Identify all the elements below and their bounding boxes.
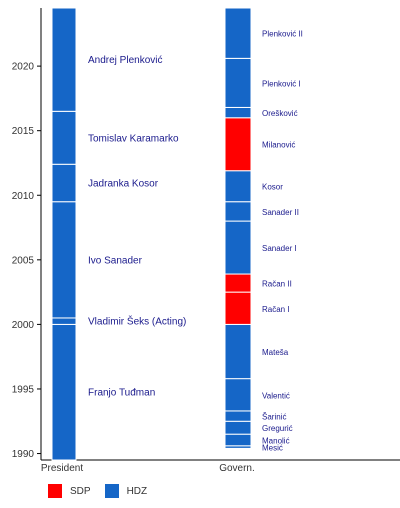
segment-label: Orešković — [262, 109, 298, 118]
segment-label: Sanader II — [262, 208, 299, 217]
y-tick-label: 2005 — [12, 255, 35, 266]
legend-swatch-hdz — [104, 484, 119, 498]
legend-item-hdz: HDZ — [104, 484, 148, 498]
bar-segment — [224, 433, 252, 447]
bar-segment — [224, 410, 252, 422]
segment-label: Jadranka Kosor — [88, 178, 159, 189]
y-tick-label: 2020 — [12, 62, 35, 73]
bar-segment — [51, 201, 77, 319]
legend-label-sdp: SDP — [70, 485, 91, 497]
bar-segment — [51, 163, 77, 203]
y-tick-label: 1995 — [12, 384, 35, 395]
segment-label: Franjo Tuđman — [88, 388, 155, 399]
bar-segment — [51, 323, 77, 461]
bar-segment — [224, 57, 252, 108]
x-category-label: President — [41, 463, 83, 474]
bar-segment — [224, 117, 252, 172]
bar-segment — [224, 106, 252, 119]
segment-label: Vladimir Šeks (Acting) — [88, 315, 186, 328]
segment-label: Plenković II — [262, 30, 303, 39]
bar-segment — [224, 291, 252, 325]
bar-segment — [224, 273, 252, 293]
bar-segment — [51, 317, 77, 325]
bar-segment — [224, 201, 252, 222]
bar-segment — [51, 7, 77, 112]
legend-label-hdz: HDZ — [126, 485, 148, 497]
segment-label: Kosor — [262, 183, 283, 192]
segment-label: Mesić — [262, 444, 283, 453]
bar-segment — [224, 220, 252, 275]
segment-label: Mateša — [262, 348, 289, 357]
y-tick-label: 2000 — [12, 320, 35, 331]
bar-segment — [224, 170, 252, 203]
segment-label: Manolić — [262, 436, 290, 445]
segment-label: Milanović — [262, 141, 295, 150]
segment-label: Sanader I — [262, 244, 297, 253]
y-tick-label: 2015 — [12, 126, 35, 137]
segment-label: Gregurić — [262, 424, 293, 433]
legend-item-sdp: SDP — [48, 484, 91, 498]
bar-segment — [224, 378, 252, 412]
segment-label: Ivo Sanader — [88, 255, 143, 266]
labels: Franjo Tuđman Vladimir Šeks (Acting) Ivo S… — [88, 30, 303, 453]
segment-label: Plenković I — [262, 79, 301, 88]
axes: 1990 1995 2000 2005 2010 2015 2020 President Gov… — [12, 8, 400, 474]
legend: SDP HDZ — [48, 484, 161, 498]
bar-segment — [224, 7, 252, 59]
segment-label: Šarinić — [262, 413, 286, 422]
y-tick-label: 1990 — [12, 449, 35, 460]
x-category-label: Govern. — [219, 463, 255, 474]
segment-label: Račan I — [262, 305, 290, 314]
segment-label: Valentić — [262, 391, 290, 400]
segment-label: Tomislav Karamarko — [88, 133, 179, 144]
y-tick-label: 2010 — [12, 191, 35, 202]
bars — [51, 7, 252, 461]
segment-label: Račan II — [262, 280, 292, 289]
legend-swatch-sdp — [48, 484, 62, 498]
segment-label: Andrej Plenković — [88, 55, 162, 66]
bar-segment — [224, 420, 252, 435]
bar-segment — [51, 110, 77, 165]
bar-segment — [224, 323, 252, 380]
